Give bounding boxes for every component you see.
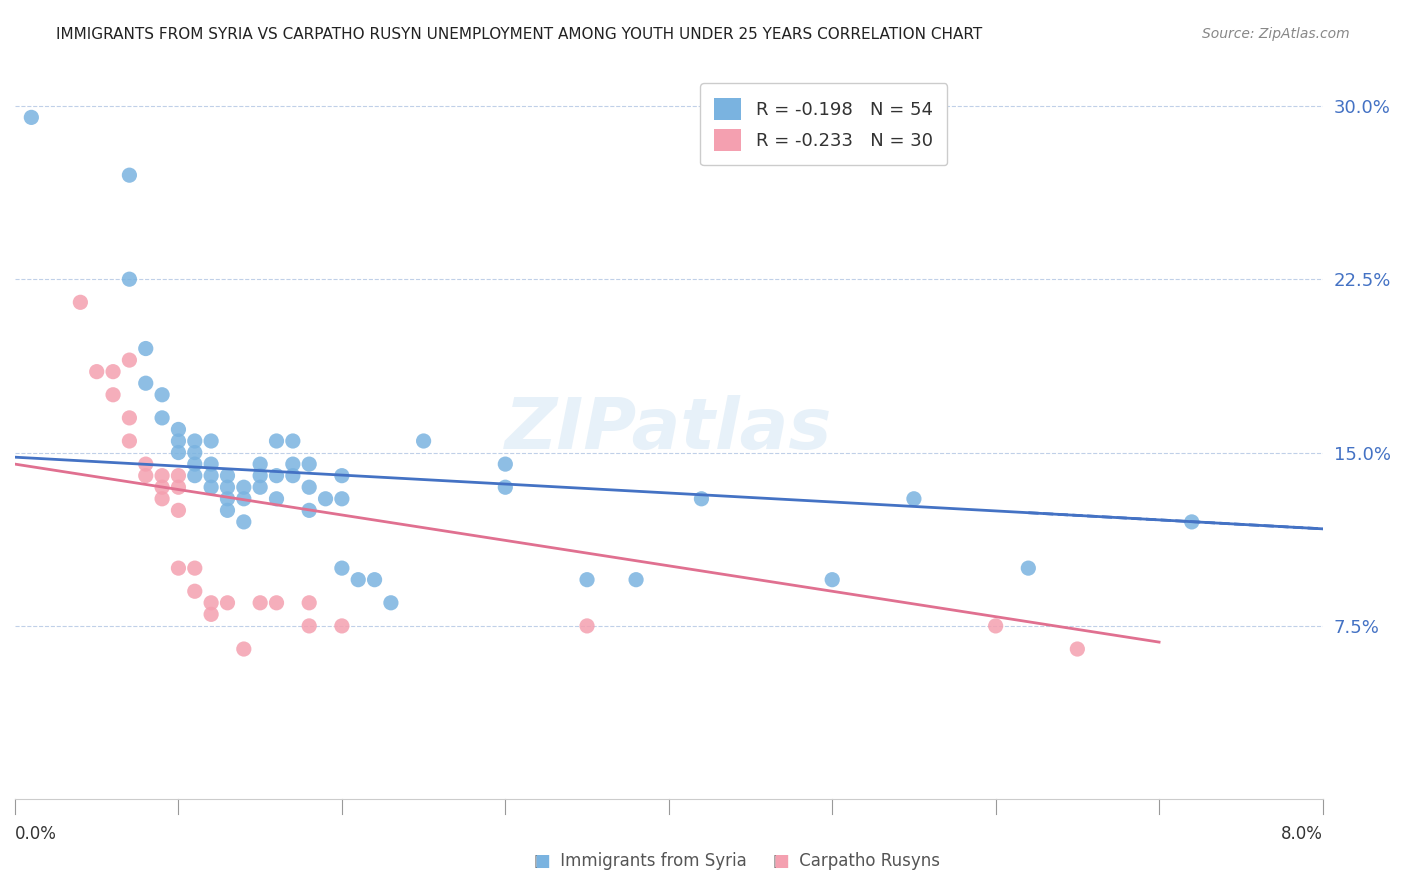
Point [298, 596, 321, 610]
Point [266, 468, 288, 483]
Point [330, 468, 353, 483]
Point [266, 596, 288, 610]
Point [281, 457, 304, 471]
Point [1017, 561, 1039, 575]
Point [232, 491, 254, 506]
Legend: R = -0.198   N = 54, R = -0.233   N = 30: R = -0.198 N = 54, R = -0.233 N = 30 [700, 84, 948, 165]
Point [118, 434, 141, 448]
Point [217, 503, 239, 517]
Point [347, 573, 370, 587]
Point [249, 457, 271, 471]
Text: ■: ■ [773, 852, 789, 870]
Point [494, 457, 516, 471]
Point [266, 491, 288, 506]
Point [576, 573, 599, 587]
Point [101, 388, 124, 402]
Point [266, 434, 288, 448]
Point [690, 491, 713, 506]
Point [200, 607, 222, 622]
Point [86, 365, 108, 379]
Point [167, 445, 190, 459]
Point [69, 295, 91, 310]
Point [249, 480, 271, 494]
Point [330, 561, 353, 575]
Point [200, 480, 222, 494]
Text: Source: ZipAtlas.com: Source: ZipAtlas.com [1202, 27, 1350, 41]
Point [298, 480, 321, 494]
Point [576, 619, 599, 633]
Point [217, 491, 239, 506]
Point [1181, 515, 1204, 529]
Point [150, 388, 173, 402]
Point [184, 457, 207, 471]
Point [200, 596, 222, 610]
Point [412, 434, 434, 448]
Point [232, 642, 254, 657]
Point [184, 468, 207, 483]
Point [330, 491, 353, 506]
Point [281, 468, 304, 483]
Point [298, 503, 321, 517]
Point [330, 619, 353, 633]
Point [167, 434, 190, 448]
Point [200, 434, 222, 448]
Point [232, 480, 254, 494]
Point [298, 457, 321, 471]
Point [118, 168, 141, 182]
Point [167, 480, 190, 494]
Point [200, 457, 222, 471]
Point [101, 365, 124, 379]
Text: □  Carpatho Rusyns: □ Carpatho Rusyns [773, 852, 941, 870]
Point [135, 468, 157, 483]
Point [150, 468, 173, 483]
Point [624, 573, 647, 587]
Point [184, 434, 207, 448]
Point [249, 596, 271, 610]
Text: 0.0%: 0.0% [15, 825, 56, 843]
Point [135, 457, 157, 471]
Point [118, 272, 141, 286]
Text: 8.0%: 8.0% [1281, 825, 1323, 843]
Point [20, 111, 42, 125]
Point [184, 561, 207, 575]
Point [135, 376, 157, 391]
Point [150, 410, 173, 425]
Point [150, 491, 173, 506]
Text: IMMIGRANTS FROM SYRIA VS CARPATHO RUSYN UNEMPLOYMENT AMONG YOUTH UNDER 25 YEARS : IMMIGRANTS FROM SYRIA VS CARPATHO RUSYN … [56, 27, 983, 42]
Point [167, 422, 190, 436]
Point [249, 468, 271, 483]
Point [217, 468, 239, 483]
Text: ZIPatlas: ZIPatlas [505, 395, 832, 464]
Point [984, 619, 1007, 633]
Point [118, 353, 141, 368]
Point [217, 480, 239, 494]
Point [167, 468, 190, 483]
Point [494, 480, 516, 494]
Point [821, 573, 844, 587]
Point [363, 573, 385, 587]
Point [118, 410, 141, 425]
Text: □  Immigrants from Syria: □ Immigrants from Syria [534, 852, 747, 870]
Point [1066, 642, 1088, 657]
Point [184, 445, 207, 459]
Point [167, 503, 190, 517]
Point [903, 491, 925, 506]
Point [135, 342, 157, 356]
Point [184, 584, 207, 599]
Point [315, 491, 337, 506]
Point [217, 596, 239, 610]
Text: ■: ■ [534, 852, 550, 870]
Point [298, 619, 321, 633]
Point [200, 468, 222, 483]
Point [232, 515, 254, 529]
Point [150, 480, 173, 494]
Point [380, 596, 402, 610]
Point [167, 561, 190, 575]
Point [281, 434, 304, 448]
